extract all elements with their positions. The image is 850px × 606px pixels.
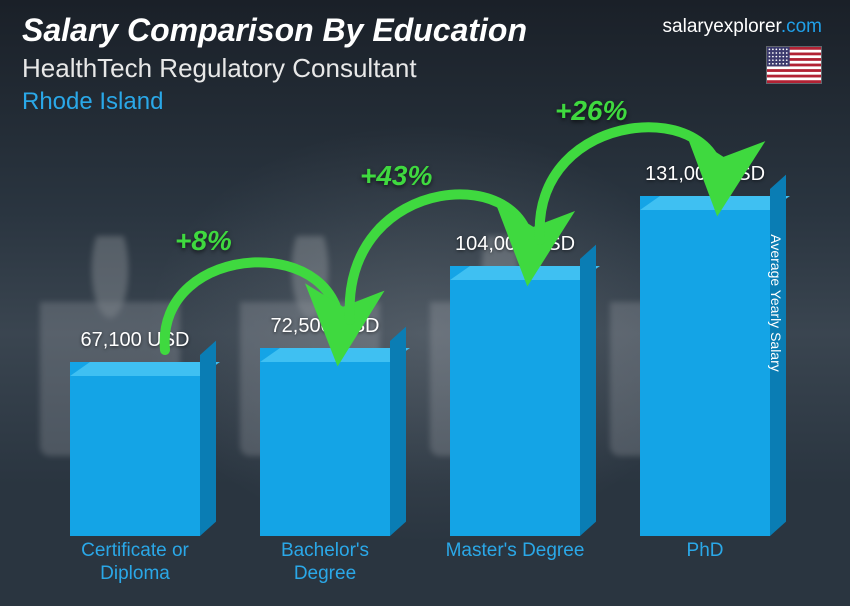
bar-slot: 131,000 USD: [630, 130, 780, 536]
brand-logo: salaryexplorer.com: [663, 16, 822, 38]
bar-label: Bachelor's Degree: [250, 536, 400, 586]
bar-value: 67,100 USD: [81, 329, 190, 352]
bar-slot: 104,000 USD: [440, 130, 590, 536]
bar-value: 72,500 USD: [271, 315, 380, 338]
bar: [640, 196, 770, 536]
labels-container: Certificate or Diploma Bachelor's Degree M…: [40, 536, 800, 586]
bar: [70, 362, 200, 536]
bar: [260, 348, 390, 536]
bar-chart: 67,100 USD 72,500 USD 104,000 USD 131,00…: [40, 130, 800, 586]
bar-label: Certificate or Diploma: [60, 536, 210, 586]
chart-location: Rhode Island: [22, 88, 828, 116]
bar-label: PhD: [630, 536, 780, 586]
bar-value: 104,000 USD: [455, 233, 575, 256]
bar: [450, 266, 580, 536]
bar-label: Master's Degree: [440, 536, 590, 586]
bar-value: 131,000 USD: [645, 163, 765, 186]
brand-name: salaryexplorer: [663, 16, 781, 37]
y-axis-label: Average Yearly Salary: [767, 234, 783, 372]
bar-slot: 67,100 USD: [60, 130, 210, 536]
increase-label: +8%: [175, 225, 232, 257]
increase-label: +43%: [360, 160, 432, 192]
flag-icon: [766, 46, 822, 84]
brand-domain: .com: [781, 16, 822, 37]
chart-subtitle: HealthTech Regulatory Consultant: [22, 53, 828, 84]
